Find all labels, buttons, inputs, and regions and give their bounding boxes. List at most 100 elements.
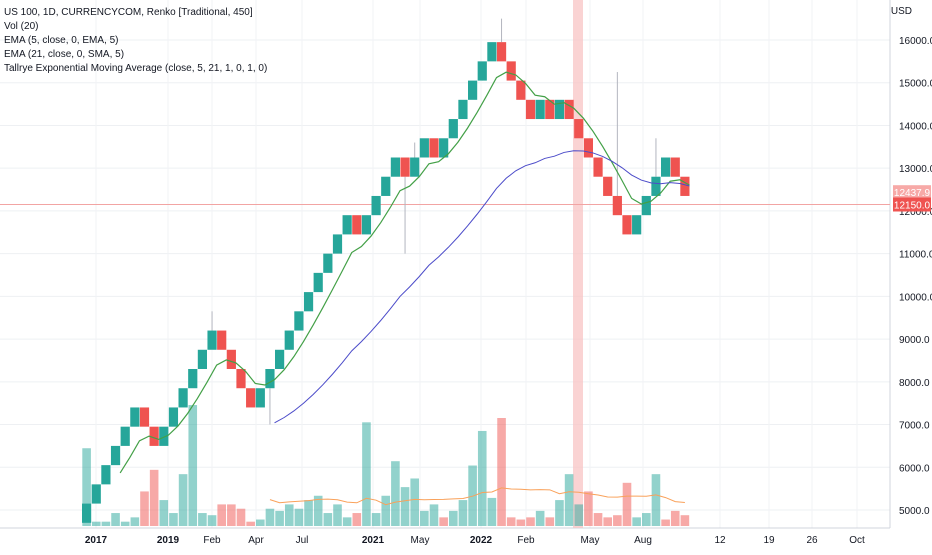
volume-bar xyxy=(400,487,410,526)
price-tag-high-bg xyxy=(893,185,931,200)
renko-brick xyxy=(622,215,632,235)
volume-bar xyxy=(111,513,120,526)
renko-brick xyxy=(477,61,487,81)
renko-brick xyxy=(554,99,565,120)
renko-brick xyxy=(400,157,410,177)
volume-bar xyxy=(101,521,111,526)
renko-brick xyxy=(178,388,188,408)
volume-bar xyxy=(661,519,670,526)
y-tick-label: 12000.0 xyxy=(899,207,932,218)
x-tick-label: Feb xyxy=(203,535,221,546)
volume-bar xyxy=(429,504,439,526)
volume-bar xyxy=(333,504,342,526)
renko-brick xyxy=(130,407,140,427)
renko-brick xyxy=(246,388,256,408)
volume-bar xyxy=(622,482,632,526)
y-tick-label: 14000.0 xyxy=(899,121,932,132)
x-tick-label: Feb xyxy=(517,535,535,546)
renko-brick xyxy=(612,195,622,216)
renko-brick xyxy=(342,215,352,235)
volume-bar xyxy=(294,508,304,526)
renko-brick xyxy=(332,234,343,254)
x-tick-label: Apr xyxy=(248,535,264,546)
renko-brick xyxy=(545,99,555,120)
volume-bar xyxy=(82,448,91,526)
renko-brick xyxy=(236,369,246,389)
renko-brick xyxy=(82,503,92,523)
price-tag-last: 12150.0 xyxy=(894,201,931,212)
renko-brick xyxy=(603,176,613,196)
volume-bar xyxy=(603,517,612,526)
volume-bar xyxy=(535,510,545,526)
y-tick-label: 15000.0 xyxy=(899,79,932,90)
highlight-band xyxy=(573,0,583,528)
renko-brick xyxy=(110,445,121,466)
renko-brick xyxy=(217,330,227,350)
renko-brick xyxy=(583,138,593,158)
renko-brick xyxy=(632,215,642,235)
legend-tallrye-line[interactable]: Tallrye Exponential Moving Average (clos… xyxy=(4,63,268,74)
x-tick-label: 2022 xyxy=(470,535,493,546)
x-tick-label: Oct xyxy=(849,535,865,546)
y-tick-label: 16000.0 xyxy=(899,36,932,47)
currency-label: USD xyxy=(890,6,912,17)
volume-bar xyxy=(236,508,246,526)
renko-brick xyxy=(381,176,391,196)
renko-brick xyxy=(371,195,381,216)
volume-bar xyxy=(246,521,255,526)
renko-brick xyxy=(448,119,458,139)
volume-bar xyxy=(275,510,284,526)
legend-volume-line[interactable]: Vol (20) xyxy=(4,21,39,32)
renko-brick xyxy=(661,157,671,177)
renko-brick xyxy=(439,138,449,158)
renko-brick xyxy=(390,157,400,177)
renko-brick xyxy=(535,99,545,120)
x-tick-label: May xyxy=(581,535,600,546)
y-tick-label: 6000.0 xyxy=(899,463,930,474)
volume-bar xyxy=(284,504,294,526)
renko-brick xyxy=(564,99,574,120)
renko-brick xyxy=(197,349,207,369)
renko-brick xyxy=(91,484,101,504)
x-tick-label: Aug xyxy=(634,535,652,546)
renko-brick xyxy=(120,426,130,446)
ema-fast-line xyxy=(119,71,690,474)
renko-brick xyxy=(419,138,429,158)
y-tick-label: 10000.0 xyxy=(899,292,932,303)
volume-bar xyxy=(410,478,419,526)
renko-brick xyxy=(303,292,314,312)
legend-symbol-line[interactable]: US 100, 1D, CURRENCYCOM, Renko [Traditio… xyxy=(4,7,253,18)
volume-bar xyxy=(140,491,149,526)
legend-ema-slow-line[interactable]: EMA (21, close, 0, SMA, 5) xyxy=(4,49,125,60)
renko-brick xyxy=(159,426,169,446)
renko-brick xyxy=(265,369,275,389)
renko-brick xyxy=(410,157,420,177)
volume-bar xyxy=(198,513,207,526)
volume-bar xyxy=(564,474,574,526)
ema-slow-line xyxy=(274,150,690,424)
volume-bar xyxy=(352,513,362,526)
volume-bar xyxy=(651,474,661,526)
volume-bar xyxy=(497,418,506,526)
volume-bar xyxy=(313,495,323,526)
renko-brick xyxy=(226,349,236,369)
volume-bar xyxy=(149,469,159,526)
volume-bar xyxy=(256,519,265,526)
renko-brick xyxy=(680,176,690,196)
x-tick-label: 12 xyxy=(714,535,726,546)
y-tick-label: 13000.0 xyxy=(899,164,932,175)
renko-brick xyxy=(487,42,497,62)
volume-bar xyxy=(362,422,371,526)
renko-brick xyxy=(458,99,468,120)
volume-bar xyxy=(188,405,198,526)
volume-bar xyxy=(613,515,622,526)
y-tick-label: 11000.0 xyxy=(899,250,932,261)
volume-bar xyxy=(342,517,352,526)
volume-bar xyxy=(642,513,651,526)
volume-bar xyxy=(632,517,641,526)
legend-ema-fast-line[interactable]: EMA (5, close, 0, EMA, 5) xyxy=(4,35,119,46)
y-tick-label: 9000.0 xyxy=(899,335,930,346)
y-tick-label: 8000.0 xyxy=(899,378,930,389)
renko-brick xyxy=(516,80,526,100)
